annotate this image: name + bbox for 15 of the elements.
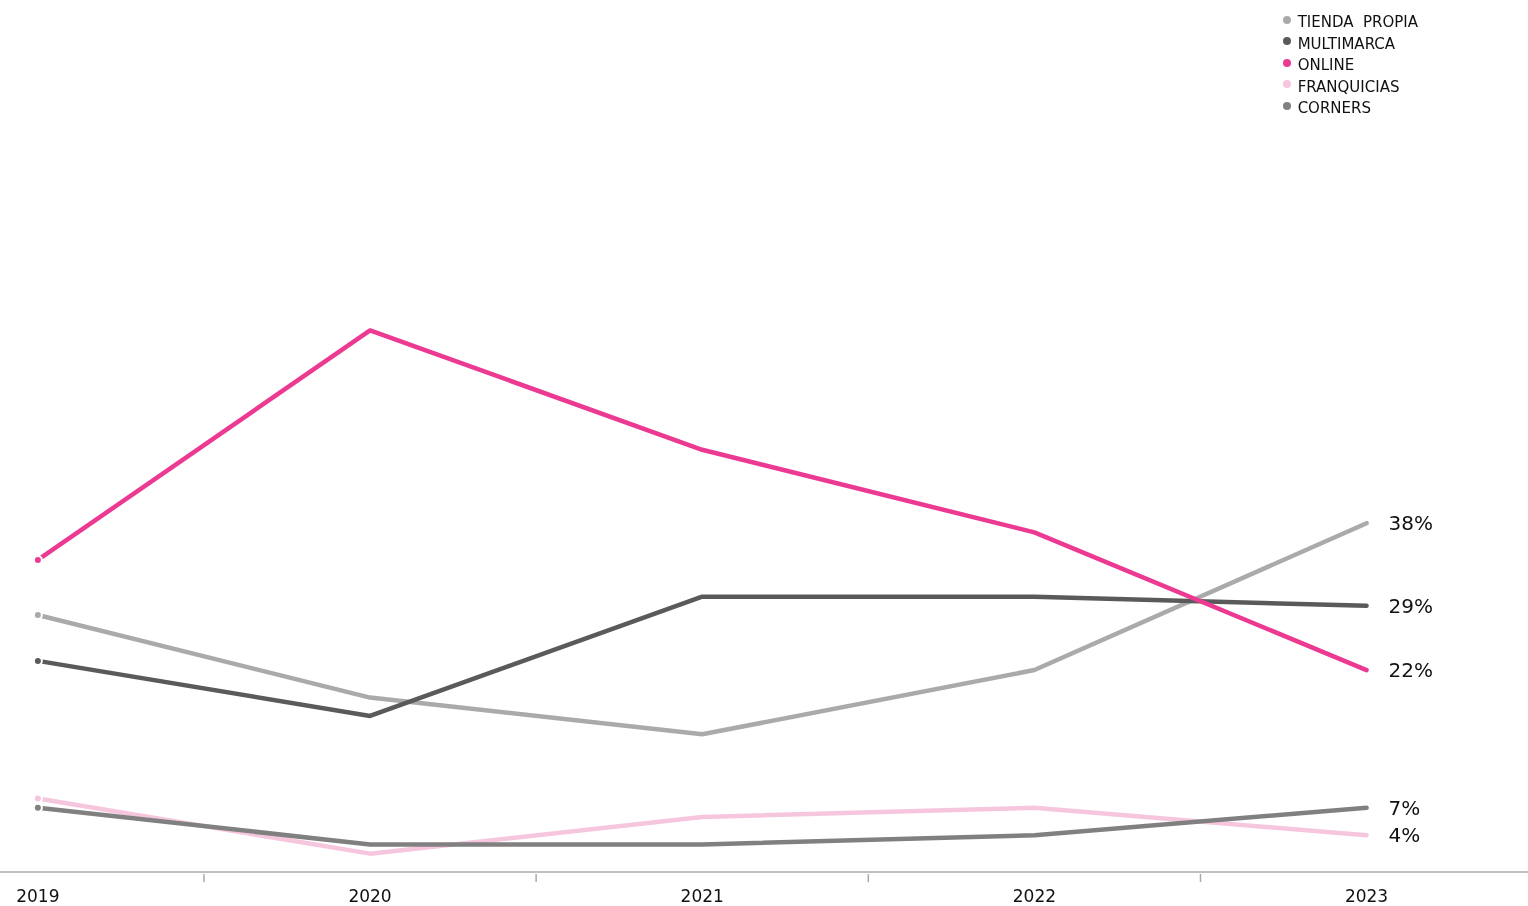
legend-label: MULTIMARCA <box>1297 33 1396 55</box>
legend-label: TIENDA PROPIA <box>1297 12 1418 33</box>
data-label: 7% <box>1388 795 1421 820</box>
data-label: 38% <box>1388 511 1434 536</box>
legend-label: ONLINE <box>1297 55 1355 76</box>
x-tick-label: 2019 <box>16 886 60 906</box>
x-tick-label: 2023 <box>1344 886 1389 906</box>
legend-label: FRANQUICIAS <box>1297 76 1400 98</box>
data-label: 22% <box>1388 658 1434 683</box>
x-tick-label: 2022 <box>1012 886 1057 906</box>
legend-label: CORNERS <box>1297 98 1371 119</box>
x-tick-label: 2021 <box>680 886 724 906</box>
data-label: 29% <box>1388 593 1434 618</box>
x-tick-label: 2020 <box>348 886 392 906</box>
data-label: 4% <box>1388 823 1421 848</box>
